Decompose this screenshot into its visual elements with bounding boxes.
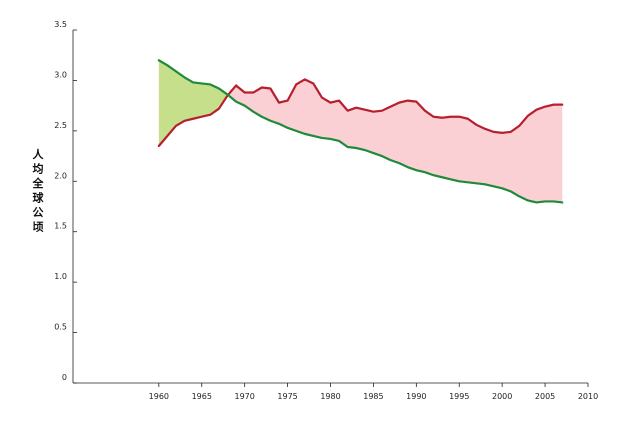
x-tick-label: 1980 [320,392,340,401]
y-tick-label: 2.0 [54,171,67,180]
series-line-red [157,78,564,148]
y-axis-title-char: 顷 [33,221,44,234]
x-tick-label: 1975 [277,392,297,401]
x-tick-label: 1960 [149,392,169,401]
y-axis-title-char: 人 [33,147,45,161]
y-axis-title-char: 公 [33,206,44,219]
x-tick-label: 1965 [192,392,212,401]
y-axis-title-char: 全 [32,176,45,190]
deficit-area [228,79,563,203]
y-tick-label: 3.5 [54,20,67,29]
axes-layer [72,30,588,384]
y-tick-label: 0 [62,373,67,382]
y-tick-label: 0.5 [54,323,67,332]
x-tick-label: 2005 [535,392,555,401]
x-tick-label: 1985 [363,392,383,401]
y-tick-label: 1.5 [54,222,67,231]
y-tick-label: 1.0 [54,272,67,281]
x-tick-label: 1970 [234,392,254,401]
x-tick-label: 1990 [406,392,426,401]
y-tick-label: 3.0 [54,70,67,79]
fill-layer [158,60,563,203]
y-tick-label: 2.5 [54,121,67,130]
x-tick-label: 2010 [578,392,598,401]
y-axis-title-char: 均 [33,162,44,176]
y-axis-title-char: 球 [33,191,45,205]
tick-layer: 1960 1965 1970 1975 1980 1985 1990 1995 2000 2005… [54,20,598,401]
x-tick-label: 1995 [449,392,469,401]
series-line-green [157,59,564,204]
x-tick-label: 2000 [492,392,512,401]
line-layer [157,59,564,204]
